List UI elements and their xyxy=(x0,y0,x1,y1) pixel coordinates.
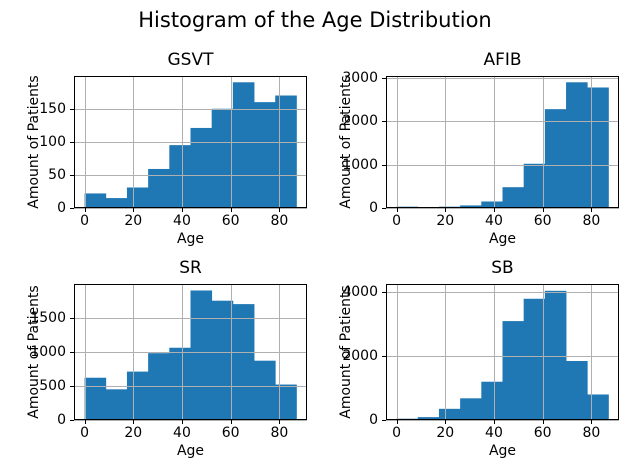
histogram-bar xyxy=(232,82,255,208)
histogram-bar xyxy=(169,145,191,208)
y-tick-label: 0 xyxy=(57,200,66,216)
histogram-bar xyxy=(84,193,107,208)
plot-area xyxy=(382,284,619,424)
histogram-bar xyxy=(566,82,588,208)
histogram-bar xyxy=(523,298,546,420)
axes-spines xyxy=(386,284,619,420)
y-tick-label: 0 xyxy=(369,200,378,216)
x-tick-label: 80 xyxy=(270,213,289,229)
x-tick-label: 60 xyxy=(533,213,552,229)
x-tick-label: 0 xyxy=(392,425,402,441)
histogram-bar xyxy=(211,300,234,420)
plot-area xyxy=(382,76,619,212)
y-tick-label: 100 xyxy=(39,133,66,150)
x-tick-label: 60 xyxy=(221,213,240,229)
y-tick-label: 1500 xyxy=(30,309,66,326)
histogram-bar xyxy=(587,87,609,208)
histogram-bar xyxy=(275,384,297,420)
histogram-bar xyxy=(523,163,546,208)
y-tick-label: 3000 xyxy=(342,69,378,86)
y-tick-label: 50 xyxy=(48,166,66,183)
histogram-bar xyxy=(232,304,255,420)
x-tick-label: 80 xyxy=(270,425,289,441)
histogram-bar xyxy=(417,417,440,420)
y-axis-label: Amount of Patients xyxy=(337,75,354,209)
y-axis-label: Amount of Patients xyxy=(25,75,42,209)
x-tick-label: 20 xyxy=(124,425,143,441)
histogram-bar xyxy=(254,360,276,420)
y-tick-label: 2000 xyxy=(342,113,378,130)
histogram-bar xyxy=(460,398,482,420)
y-tick-label: 2000 xyxy=(342,348,378,365)
x-tick-label: 60 xyxy=(221,425,240,441)
histogram-bar xyxy=(544,109,567,208)
x-tick-label: 0 xyxy=(80,425,90,441)
axes-spines xyxy=(74,284,307,420)
x-tick-label: 40 xyxy=(173,213,191,229)
axes-spines xyxy=(74,76,307,208)
histogram-bar xyxy=(502,321,525,420)
x-tick-label: 40 xyxy=(485,213,503,229)
histogram-bar xyxy=(460,205,482,208)
x-axis-label: Age xyxy=(176,443,205,459)
subplot-title: GSVT xyxy=(167,50,214,70)
histogram-bar xyxy=(254,102,276,208)
histogram-bar xyxy=(211,108,234,208)
x-tick-label: 20 xyxy=(436,213,455,229)
y-tick-label: 4000 xyxy=(342,284,378,301)
histogram-bar xyxy=(84,377,107,420)
plot-area xyxy=(70,76,307,212)
y-axis-label: Amount of Patients xyxy=(25,285,42,419)
histogram-bar xyxy=(105,389,128,420)
histogram-bar xyxy=(502,187,525,208)
histogram-bar xyxy=(169,347,191,420)
y-tick-label: 0 xyxy=(369,412,378,428)
histogram-bar xyxy=(126,371,149,420)
x-tick-label: 0 xyxy=(80,213,90,229)
x-axis-label: Age xyxy=(488,231,517,247)
histogram-bar xyxy=(481,201,503,208)
x-tick-label: 20 xyxy=(124,213,143,229)
x-tick-label: 60 xyxy=(533,425,552,441)
histogram-bar xyxy=(587,394,609,420)
histogram-bar xyxy=(126,187,149,208)
y-tick-label: 1000 xyxy=(342,156,378,173)
histogram-bar xyxy=(481,381,503,420)
x-axis-label: Age xyxy=(176,231,205,247)
y-axis-label: Amount of Patients xyxy=(337,285,354,419)
histogram-bar xyxy=(275,95,297,208)
histogram-bar xyxy=(566,360,588,420)
x-tick-label: 0 xyxy=(392,213,402,229)
axes-spines xyxy=(386,76,619,208)
x-axis-label: Age xyxy=(488,443,517,459)
y-tick-label: 1000 xyxy=(30,343,66,360)
histogram-bar xyxy=(148,168,170,208)
subplot-title: SR xyxy=(179,258,202,278)
histogram-bar xyxy=(438,408,461,420)
y-tick-label: 150 xyxy=(39,100,66,117)
y-tick-label: 500 xyxy=(39,377,66,394)
x-tick-label: 20 xyxy=(436,425,455,441)
plot-area xyxy=(70,284,307,424)
histogram-bar xyxy=(544,290,567,420)
histogram-bar xyxy=(105,198,128,208)
histogram-bar xyxy=(190,290,213,420)
x-tick-label: 40 xyxy=(485,425,503,441)
y-tick-label: 0 xyxy=(57,412,66,428)
subplot-title: AFIB xyxy=(483,50,522,70)
histogram-bar xyxy=(190,127,213,208)
x-tick-label: 80 xyxy=(582,213,601,229)
subplot-title: SB xyxy=(491,258,514,278)
figure-title: Histogram of the Age Distribution xyxy=(138,8,492,32)
x-tick-label: 80 xyxy=(582,425,601,441)
x-tick-label: 40 xyxy=(173,425,191,441)
